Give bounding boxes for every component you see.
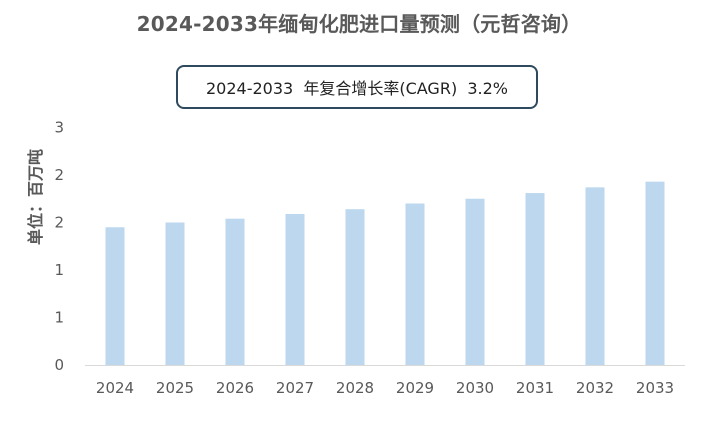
x-tick-label: 2026 [216,379,254,397]
bar-2029 [405,203,425,365]
bar-2028 [345,209,365,365]
y-tick-label: 1 [54,309,64,327]
y-tick-label: 3 [54,119,64,137]
chart-title: 2024-2033年缅甸化肥进口量预测（元哲咨询） [136,12,582,36]
bar-2024 [105,227,125,365]
x-tick-label: 2032 [576,379,614,397]
bar-2033 [645,181,665,365]
y-tick-label: 2 [54,166,64,184]
y-tick-label: 2 [54,214,64,232]
x-tick-label: 2031 [516,379,554,397]
x-tick-label: 2027 [276,379,314,397]
x-tick-label: 2029 [396,379,434,397]
y-tick-label: 1 [54,261,64,279]
x-tick-label: 2024 [96,379,134,397]
bars-group [105,181,665,365]
x-tick-label: 2033 [636,379,674,397]
bar-2025 [165,222,185,365]
cagr-annotation-box: 2024-2033 年复合增长率(CAGR) 3.2% [176,65,538,109]
x-tick-label: 2025 [156,379,194,397]
x-axis-ticks: 2024 2025 2026 2027 2028 2029 2030 2031 2032 2033 [96,379,674,397]
y-axis-ticks: 0 1 1 2 2 3 [54,119,64,375]
y-tick-label: 0 [54,356,64,374]
bar-2027 [285,213,305,365]
bar-2031 [525,193,545,365]
bar-2032 [585,187,605,365]
bar-2030 [465,198,485,365]
bar-2026 [225,218,245,365]
x-tick-label: 2030 [456,379,494,397]
x-tick-label: 2028 [336,379,374,397]
